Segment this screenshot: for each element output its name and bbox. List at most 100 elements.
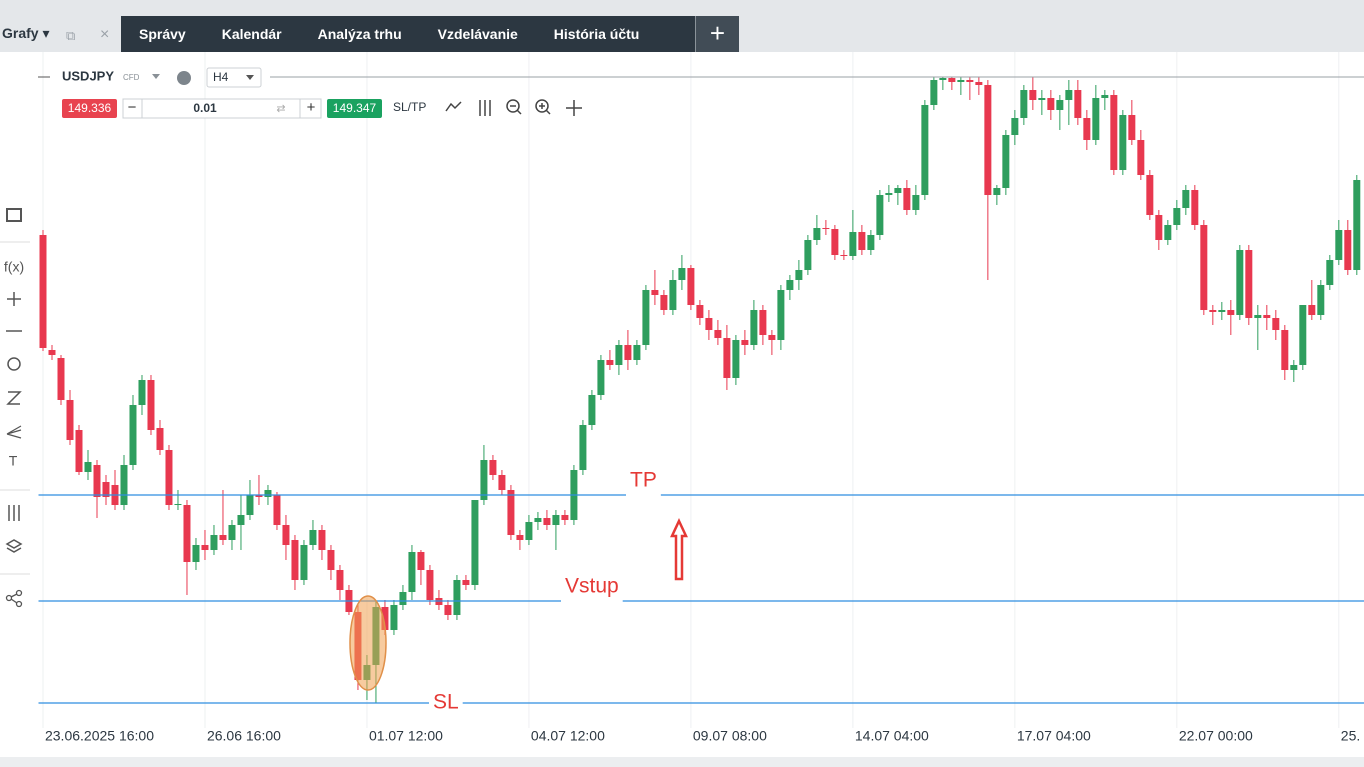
candle-body (390, 605, 398, 630)
candle-body (1038, 98, 1046, 100)
candle-body (1011, 118, 1019, 135)
volume[interactable]: 0.01 (193, 101, 217, 115)
crosshair-tool[interactable] (7, 292, 21, 306)
circle-tool[interactable] (7, 357, 21, 371)
candle-body (867, 235, 875, 250)
candle-body (291, 540, 299, 580)
sl-tp[interactable]: SL/TP (393, 100, 426, 114)
candle-body (264, 490, 272, 497)
zoom-out-icon[interactable] (506, 99, 522, 115)
candle-body (750, 310, 758, 345)
candle-body (1110, 95, 1118, 170)
nav-tab[interactable]: História účtu (553, 26, 640, 42)
text-tool[interactable]: T (9, 453, 18, 469)
layout-icon[interactable] (6, 208, 22, 222)
candle-body (588, 395, 596, 425)
candle-body (1056, 100, 1064, 110)
candle-body (93, 465, 101, 497)
dropdown-arrow[interactable] (246, 75, 254, 80)
candle-body (138, 380, 146, 405)
nav-tabs: Správy Kalendár Analýza trhu Vzdelávanie… (121, 16, 738, 52)
candle-body (156, 428, 164, 450)
candle-body (498, 475, 506, 490)
candle-body (1245, 250, 1253, 318)
fan-tool[interactable] (6, 425, 22, 439)
candle-icon[interactable] (479, 100, 491, 116)
pan-icon[interactable] (566, 100, 582, 116)
candle-body (1164, 225, 1172, 240)
candle-body (948, 78, 956, 82)
candle-body (579, 425, 587, 470)
level-label-bg (429, 700, 463, 706)
buy-button[interactable] (327, 99, 382, 118)
candle-body (120, 465, 128, 505)
candle-body (984, 85, 992, 195)
level-label: SL (433, 691, 459, 714)
candle-body (48, 350, 56, 355)
candle-body (417, 552, 425, 570)
add-tab[interactable]: + (695, 16, 739, 52)
candle-body (696, 305, 704, 318)
candle-body (66, 400, 74, 440)
popout-icon[interactable]: ⧉ (66, 28, 76, 43)
dropdown-arrow[interactable] (152, 74, 160, 79)
candle-body (624, 345, 632, 360)
nav-tab[interactable]: Analýza trhu (317, 26, 402, 42)
candle-body (1047, 98, 1055, 110)
nav-tab[interactable]: Kalendár (221, 26, 282, 42)
candle-body (1128, 115, 1136, 140)
bid-price[interactable]: 149.336 (68, 101, 112, 115)
candle-body (777, 290, 785, 340)
candle-body (489, 460, 497, 475)
ask-price[interactable]: 149.347 (333, 101, 377, 115)
timeframe-box[interactable] (206, 67, 262, 88)
nav-tab[interactable]: Správy (139, 26, 186, 42)
line-chart-icon[interactable] (445, 101, 462, 112)
candle-body (723, 338, 731, 378)
decrease[interactable]: − (128, 99, 137, 116)
candle-body (1173, 208, 1181, 225)
share-tool[interactable] (5, 589, 23, 608)
candle-body (615, 345, 623, 365)
candle-body (543, 518, 551, 525)
swap-icon[interactable]: ⇄ (276, 103, 285, 115)
x-tick-label: 25. (1341, 728, 1360, 744)
candle-body (858, 232, 866, 250)
candle-body (1308, 305, 1316, 315)
candle-body (1299, 305, 1307, 365)
x-tick-label: 14.07 04:00 (855, 728, 929, 744)
indicator-tool[interactable] (8, 505, 20, 521)
candle-body (1101, 95, 1109, 98)
candle-body (471, 500, 479, 585)
layers-tool[interactable] (5, 539, 23, 553)
symbol[interactable]: USDJPY (62, 68, 114, 83)
candle-body (507, 490, 515, 535)
zoom-in-icon[interactable] (535, 99, 551, 115)
charts-menu[interactable]: Grafy ▾ (2, 25, 50, 41)
candle-body (75, 430, 83, 472)
info-icon[interactable] (177, 71, 191, 85)
candle-body (687, 268, 695, 305)
candle-body (39, 235, 47, 348)
candle-body (1272, 318, 1280, 330)
candle-body (1209, 310, 1217, 312)
highlight-ellipse (349, 595, 387, 691)
candle-body (705, 318, 713, 330)
close-icon[interactable]: × (100, 26, 110, 43)
sell-button[interactable] (62, 99, 117, 118)
function-tool[interactable]: f(x) (4, 259, 24, 275)
volume-input[interactable] (122, 98, 322, 119)
candle-body (201, 545, 209, 550)
candle-body (1083, 118, 1091, 140)
candle-body (129, 405, 137, 465)
candle-body (849, 232, 857, 256)
timeframe[interactable]: H4 (213, 70, 229, 84)
candle-body (930, 80, 938, 105)
candle-body (534, 518, 542, 522)
candle-body (255, 495, 263, 497)
candle-body (975, 82, 983, 85)
candle-body (993, 188, 1001, 195)
nav-tab[interactable]: Vzdelávanie (437, 26, 518, 42)
increase[interactable]: + (307, 99, 316, 116)
pattern-tool[interactable] (6, 391, 22, 405)
